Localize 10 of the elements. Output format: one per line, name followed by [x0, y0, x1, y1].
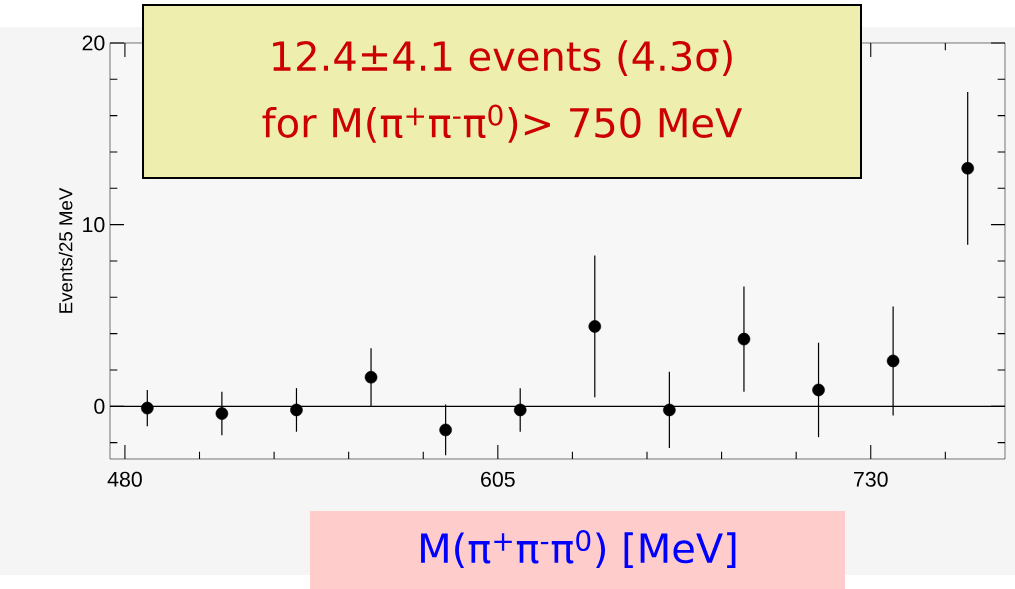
x-tick-label: 480 — [107, 471, 142, 487]
annotation: 12.4±4.1 events (4.3σ) — [273, 40, 732, 76]
y-axis-title: Events/25 MeV — [58, 187, 73, 313]
x-tick-label: 605 — [481, 471, 515, 487]
x-axis-title: M(π$^{+}$π$^{-}$π$^{0}$) [MeV] — [421, 529, 736, 569]
annotation: for M(π$^{+}$π$^{-}$π$^{0}$)> 750 MeV — [262, 104, 743, 143]
x-tick-label: 730 — [854, 471, 888, 487]
y-tick-label: 20 — [82, 35, 105, 51]
y-tick-label: 0 — [94, 398, 105, 414]
y-tick-label: 10 — [83, 217, 105, 233]
